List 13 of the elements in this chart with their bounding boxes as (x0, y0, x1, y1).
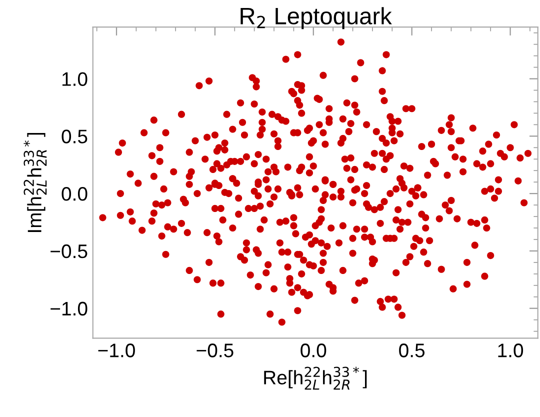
y-tick-label: 0.0 (62, 187, 88, 201)
x-axis-title: Re[h$^{22}$$_{2L}$h$^{33*}$$_{2R}$] (264, 366, 367, 390)
y-tick-label: 1.0 (62, 72, 88, 86)
y-tick-label: 0.5 (62, 130, 88, 144)
x-tick-label: −0.5 (196, 344, 234, 358)
x-tick-label: 0.0 (300, 344, 326, 358)
x-tick-label: 1.0 (498, 344, 524, 358)
x-tick-label: −1.0 (98, 344, 135, 358)
y-tick-label: −0.5 (50, 244, 88, 258)
x-tick-label: 0.5 (399, 344, 425, 358)
chart-title: R$_{2}$ Leptoquark (240, 7, 392, 30)
y-axis-title: Im[h$^{22}$$_{2L}$h$^{33*}$$_{2R}$] (24, 132, 47, 232)
y-tick-label: −1.0 (50, 302, 88, 316)
